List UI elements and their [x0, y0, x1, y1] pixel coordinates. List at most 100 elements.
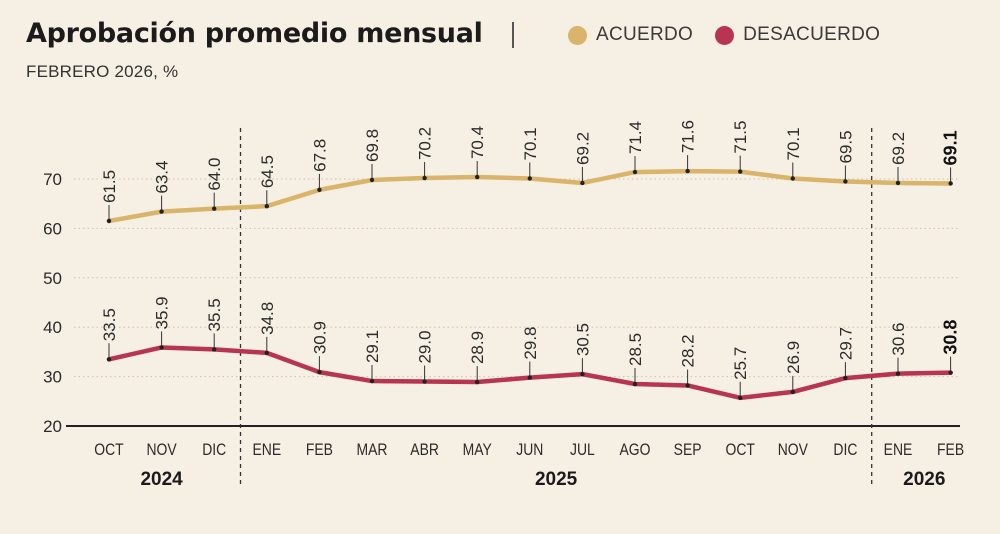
data-point	[790, 389, 795, 395]
chart-header: Aprobación promedio mensual FEBRERO 2026…	[26, 14, 986, 84]
legend-label-acuerdo: ACUERDO	[596, 24, 694, 45]
x-tick-label: FEB	[937, 441, 964, 460]
data-point	[317, 187, 322, 193]
data-point	[317, 369, 322, 375]
data-point	[685, 168, 690, 174]
x-tick-label: MAR	[357, 441, 388, 460]
data-label: 64.5	[258, 155, 277, 188]
data-point	[790, 176, 795, 181]
data-label: 29.0	[416, 330, 435, 363]
data-label: 30.9	[310, 321, 329, 354]
x-tick-label: OCT	[94, 441, 124, 460]
x-tick-label: JUN	[516, 441, 543, 460]
data-label: 29.8	[521, 326, 540, 359]
x-tick-label: ENE	[252, 441, 281, 460]
data-label: 69.1	[941, 130, 961, 165]
data-label: 26.9	[784, 341, 803, 374]
data-point	[264, 350, 269, 356]
x-tick-label: MAY	[463, 441, 493, 460]
x-tick-label: ABR	[410, 441, 439, 460]
data-point	[212, 206, 217, 211]
data-label: 30.6	[889, 323, 908, 356]
data-point	[685, 383, 690, 388]
data-point	[738, 169, 743, 174]
data-label: 67.8	[310, 139, 329, 172]
data-point	[475, 174, 480, 180]
legend-swatch-acuerdo	[568, 25, 587, 45]
data-label: 28.2	[679, 334, 698, 367]
x-tick-label: ENE	[884, 441, 913, 460]
data-point	[632, 169, 638, 175]
data-label: 70.4	[468, 126, 487, 159]
y-tick-label: 50	[43, 269, 62, 288]
legend-label-desacuerdo: DESACUERDO	[743, 24, 881, 45]
data-label: 69.2	[573, 132, 592, 165]
legend-item-acuerdo: ACUERDO	[568, 24, 693, 46]
data-label: 28.5	[626, 333, 645, 366]
data-label: 71.4	[626, 121, 645, 154]
legend-swatch-desacuerdo	[715, 25, 735, 45]
title-separator	[512, 22, 514, 48]
data-point	[948, 181, 953, 186]
x-tick-label: NOV	[778, 441, 809, 460]
data-label: 70.1	[521, 127, 540, 160]
data-point	[369, 378, 375, 384]
x-tick-label: AGO	[620, 441, 651, 460]
data-point	[948, 370, 953, 375]
data-label: 30.5	[573, 323, 592, 356]
y-tick-label: 60	[43, 219, 62, 238]
data-point	[369, 177, 375, 183]
data-label: 71.6	[679, 120, 698, 153]
data-label: 30.8	[941, 320, 961, 355]
data-point	[738, 395, 743, 401]
data-point	[159, 209, 164, 214]
x-tick-label: DIC	[202, 441, 226, 460]
chart-subtitle: FEBRERO 2026, %	[26, 62, 179, 81]
data-point	[843, 375, 848, 381]
data-point	[580, 371, 585, 377]
year-label: 2026	[903, 469, 945, 490]
data-label: 29.1	[363, 330, 382, 363]
data-label: 34.8	[258, 302, 277, 335]
data-label: 25.7	[731, 347, 750, 380]
data-point	[475, 379, 480, 385]
data-point	[159, 345, 164, 350]
legend-item-desacuerdo: DESACUERDO	[715, 24, 880, 46]
data-point	[106, 357, 112, 362]
data-label: 28.9	[468, 331, 487, 364]
y-tick-label: 30	[43, 368, 62, 387]
x-tick-label: NOV	[147, 441, 178, 460]
data-label: 35.9	[153, 296, 172, 329]
data-point	[212, 347, 217, 352]
data-label: 69.8	[363, 129, 382, 162]
y-tick-label: 70	[43, 170, 62, 189]
year-label: 2025	[535, 469, 578, 490]
data-point	[895, 371, 901, 376]
data-label: 63.4	[153, 161, 172, 194]
chart-title: Aprobación promedio mensual	[26, 18, 483, 49]
year-label: 2024	[140, 469, 183, 490]
data-point	[264, 203, 269, 209]
data-point	[106, 218, 112, 224]
data-label: 69.2	[889, 132, 908, 165]
data-label: 64.0	[205, 158, 224, 191]
x-tick-label: JUL	[570, 441, 595, 460]
data-label: 35.5	[205, 298, 224, 331]
data-point	[843, 179, 848, 184]
data-point	[527, 375, 532, 380]
legend: ACUERDO DESACUERDO	[568, 24, 902, 46]
x-tick-label: FEB	[306, 441, 333, 460]
data-label: 61.5	[100, 170, 119, 203]
data-point	[895, 180, 901, 186]
data-point	[422, 175, 427, 181]
y-tick-label: 40	[43, 318, 62, 337]
data-label: 69.5	[836, 130, 855, 163]
data-label: 70.1	[784, 127, 803, 160]
x-tick-label: OCT	[725, 441, 755, 460]
data-label: 70.2	[416, 127, 435, 160]
data-point	[580, 180, 585, 186]
x-tick-label: SEP	[674, 441, 702, 460]
data-point	[527, 176, 532, 181]
